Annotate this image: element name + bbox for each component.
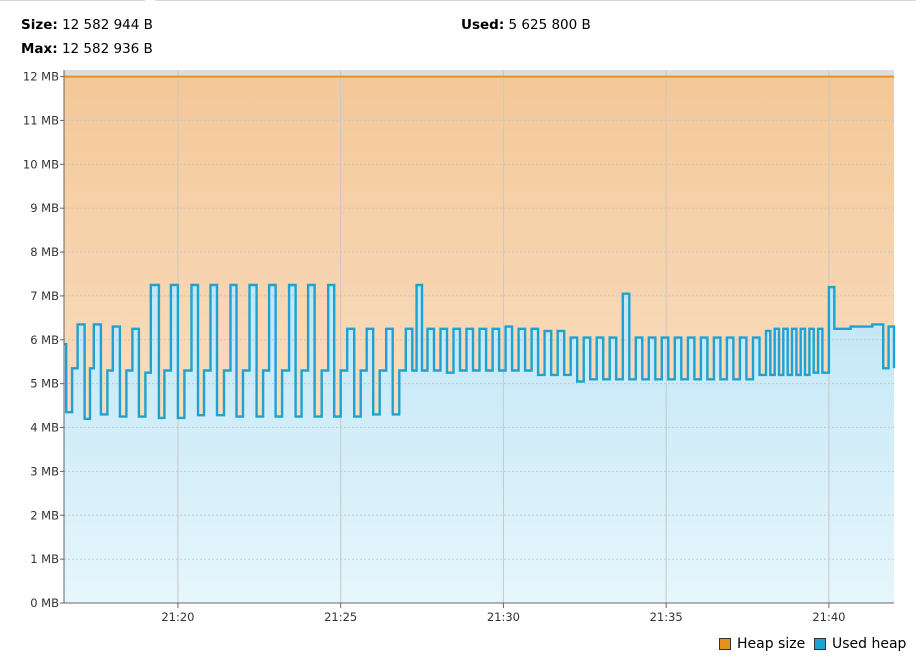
used-heap-value: 5 625 800 B xyxy=(508,17,591,33)
y-tick-label: 3 MB xyxy=(30,464,59,478)
used-heap-stat: Used: 5 625 800 B xyxy=(461,17,591,33)
legend-used-heap: Used heap xyxy=(814,636,906,652)
y-tick-label: 8 MB xyxy=(30,245,59,259)
heap-size-label: Size: xyxy=(21,17,58,33)
heap-size-swatch xyxy=(719,638,731,650)
x-tick-label: 21:35 xyxy=(650,610,683,624)
x-tick-label: 21:25 xyxy=(324,610,357,624)
y-tick-label: 6 MB xyxy=(30,333,59,347)
x-tick-label: 21:20 xyxy=(161,610,194,624)
y-tick-label: 7 MB xyxy=(30,289,59,303)
y-tick-label: 0 MB xyxy=(30,596,59,610)
used-heap-line xyxy=(64,283,896,420)
top-border-gap xyxy=(145,0,155,1)
y-tick-label: 12 MB xyxy=(23,70,59,84)
legend-heap-size: Heap size xyxy=(719,636,805,652)
y-tick-label: 9 MB xyxy=(30,201,59,215)
heap-max-value: 12 582 936 B xyxy=(61,41,153,57)
legend-heap-size-label: Heap size xyxy=(737,636,806,652)
heap-size-value: 12 582 944 B xyxy=(62,17,153,33)
heap-size-stat: Size: 12 582 944 B xyxy=(21,17,153,33)
y-tick-label: 11 MB xyxy=(23,113,59,127)
y-tick-label: 4 MB xyxy=(30,421,59,435)
y-tick-label: 5 MB xyxy=(30,377,59,391)
used-heap-swatch xyxy=(814,638,826,650)
y-tick-label: 10 MB xyxy=(23,157,59,171)
top-border xyxy=(0,0,916,1)
x-tick-label: 21:40 xyxy=(812,610,845,624)
heap-max-stat: Max: 12 582 936 B xyxy=(21,41,153,57)
used-heap-label: Used: xyxy=(461,17,505,33)
y-tick-label: 1 MB xyxy=(30,552,59,566)
legend-used-heap-label: Used heap xyxy=(832,636,907,652)
x-tick-label: 21:30 xyxy=(487,610,520,624)
used-heap-area xyxy=(64,285,894,603)
heap-max-label: Max: xyxy=(21,41,58,57)
y-tick-label: 2 MB xyxy=(30,508,59,522)
